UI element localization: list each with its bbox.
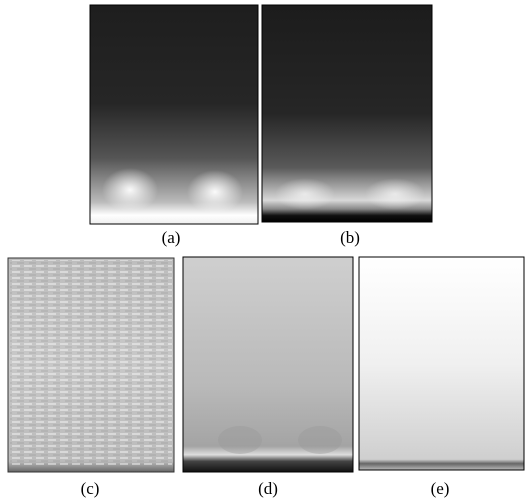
- panel-b: [261, 4, 433, 223]
- panel-a: [89, 4, 259, 225]
- panel-d: [182, 256, 354, 473]
- panel-e: [358, 256, 525, 471]
- panel-label: (b): [340, 228, 360, 247]
- panel-c: [7, 257, 175, 473]
- panel-label: (c): [81, 479, 100, 498]
- panel-label: (e): [431, 479, 450, 498]
- panel-label: (a): [162, 228, 181, 247]
- panel-label: (d): [258, 479, 278, 498]
